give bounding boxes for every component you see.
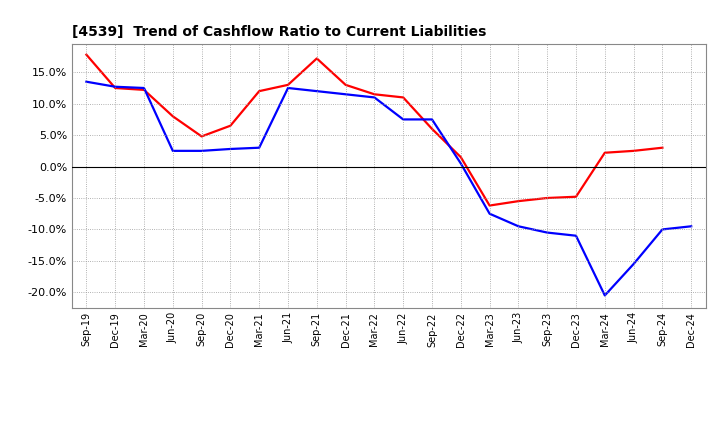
Operating CF to Current Liabilities (255, 88, 264, 94)
Operating CF to Current Liabilities (543, 195, 552, 201)
Operating CF to Current Liabilities (111, 85, 120, 91)
Operating CF to Current Liabilities (284, 82, 292, 88)
Operating CF to Current Liabilities (168, 114, 177, 119)
Operating CF to Current Liabilities (341, 82, 350, 88)
Free CF to Current Liabilities (543, 230, 552, 235)
Operating CF to Current Liabilities (140, 87, 148, 92)
Operating CF to Current Liabilities (226, 123, 235, 128)
Operating CF to Current Liabilities (428, 126, 436, 132)
Free CF to Current Liabilities (341, 92, 350, 97)
Free CF to Current Liabilities (428, 117, 436, 122)
Free CF to Current Liabilities (399, 117, 408, 122)
Text: [4539]  Trend of Cashflow Ratio to Current Liabilities: [4539] Trend of Cashflow Ratio to Curren… (72, 25, 487, 39)
Free CF to Current Liabilities (82, 79, 91, 84)
Operating CF to Current Liabilities (658, 145, 667, 150)
Free CF to Current Liabilities (658, 227, 667, 232)
Operating CF to Current Liabilities (572, 194, 580, 199)
Free CF to Current Liabilities (370, 95, 379, 100)
Operating CF to Current Liabilities (197, 134, 206, 139)
Operating CF to Current Liabilities (600, 150, 609, 155)
Free CF to Current Liabilities (111, 84, 120, 89)
Free CF to Current Liabilities (312, 88, 321, 94)
Free CF to Current Liabilities (600, 293, 609, 298)
Operating CF to Current Liabilities (629, 148, 638, 154)
Free CF to Current Liabilities (168, 148, 177, 154)
Free CF to Current Liabilities (284, 85, 292, 91)
Free CF to Current Liabilities (456, 161, 465, 166)
Free CF to Current Liabilities (514, 224, 523, 229)
Operating CF to Current Liabilities (82, 52, 91, 57)
Operating CF to Current Liabilities (456, 154, 465, 160)
Free CF to Current Liabilities (140, 85, 148, 91)
Line: Free CF to Current Liabilities: Free CF to Current Liabilities (86, 82, 691, 295)
Free CF to Current Liabilities (255, 145, 264, 150)
Operating CF to Current Liabilities (514, 198, 523, 204)
Operating CF to Current Liabilities (485, 203, 494, 208)
Free CF to Current Liabilities (572, 233, 580, 238)
Free CF to Current Liabilities (226, 147, 235, 152)
Operating CF to Current Liabilities (399, 95, 408, 100)
Free CF to Current Liabilities (629, 261, 638, 267)
Free CF to Current Liabilities (485, 211, 494, 216)
Operating CF to Current Liabilities (312, 56, 321, 61)
Free CF to Current Liabilities (197, 148, 206, 154)
Free CF to Current Liabilities (687, 224, 696, 229)
Operating CF to Current Liabilities (370, 92, 379, 97)
Line: Operating CF to Current Liabilities: Operating CF to Current Liabilities (86, 55, 662, 205)
